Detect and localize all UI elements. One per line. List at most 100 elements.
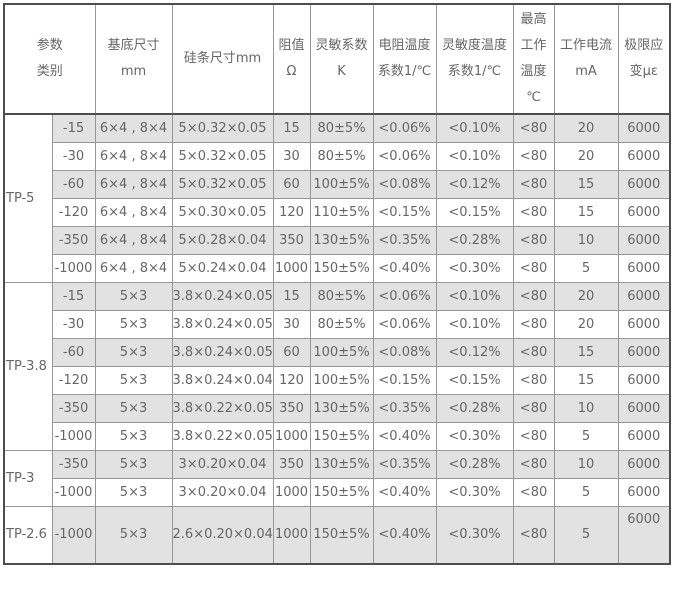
cell-k: 100±5% bbox=[309, 169, 374, 199]
cell-stc: <0.28% bbox=[435, 449, 514, 479]
table-row: -60 5×3 3.8×0.24×0.05 60 100±5% <0.08% <0.12% <… bbox=[4, 337, 671, 367]
cell-stc: <0.12% bbox=[435, 337, 514, 367]
col-header-rtc-line: 系数1/℃ bbox=[377, 64, 432, 79]
table-row: -120 6×4 , 8×4 5×0.30×0.05 120 110±5% <0.15% <… bbox=[4, 197, 671, 227]
cell-strip: 5×0.32×0.05 bbox=[171, 169, 274, 199]
cell-strip: 3.8×0.22×0.05 bbox=[171, 393, 274, 423]
cell-ma: 20 bbox=[553, 113, 619, 143]
cell-stc: <0.12% bbox=[435, 169, 514, 199]
cell-rtc: <0.08% bbox=[372, 337, 437, 367]
cell-base: 6×4 , 8×4 bbox=[94, 113, 173, 143]
cell-strain: 6000 bbox=[617, 225, 671, 255]
cell-strain: 6000 bbox=[617, 309, 671, 339]
cell-rtc: <0.15% bbox=[372, 197, 437, 227]
col-header-temp-line: ℃ bbox=[526, 90, 541, 105]
cell-temp: <80 bbox=[512, 365, 555, 395]
cell-temp: <80 bbox=[512, 197, 555, 227]
col-header-group-line: 参数 bbox=[36, 38, 63, 53]
col-header-temp: 最高 工作 温度 ℃ bbox=[512, 3, 555, 115]
cell-temp: <80 bbox=[512, 449, 555, 479]
cell-ohm: 1000 bbox=[272, 421, 311, 451]
cell-stc: <0.30% bbox=[435, 421, 514, 451]
cell-base: 5×3 bbox=[94, 337, 173, 367]
cell-strain: 6000 bbox=[617, 477, 671, 507]
cell-type: -1000 bbox=[51, 421, 96, 451]
cell-stc: <0.30% bbox=[435, 477, 514, 507]
cell-k: 130±5% bbox=[309, 449, 374, 479]
cell-k: 130±5% bbox=[309, 225, 374, 255]
cell-strip: 3.8×0.24×0.05 bbox=[171, 281, 274, 311]
cell-strain: 6000 bbox=[617, 197, 671, 227]
cell-temp: <80 bbox=[512, 281, 555, 311]
cell-base: 6×4 , 8×4 bbox=[94, 197, 173, 227]
cell-type: -15 bbox=[51, 113, 96, 143]
cell-type: -350 bbox=[51, 225, 96, 255]
cell-strip: 3.8×0.22×0.05 bbox=[171, 421, 274, 451]
cell-base: 5×3 bbox=[94, 449, 173, 479]
cell-ma: 15 bbox=[553, 337, 619, 367]
col-header-strain-line: 变με bbox=[629, 64, 658, 79]
cell-rtc: <0.40% bbox=[372, 253, 437, 283]
col-header-stc-line: 灵敏度温度 bbox=[442, 38, 508, 53]
cell-ohm: 60 bbox=[272, 169, 311, 199]
cell-strain: 6000 bbox=[617, 421, 671, 451]
col-header-strain: 极限应 变με bbox=[617, 3, 671, 115]
col-header-strip-line: 硅条尺寸mm bbox=[183, 51, 262, 66]
cell-strip: 5×0.30×0.05 bbox=[171, 197, 274, 227]
cell-strip: 5×0.32×0.05 bbox=[171, 141, 274, 171]
cell-ma: 5 bbox=[553, 253, 619, 283]
cell-strain: 6000 bbox=[617, 449, 671, 479]
cell-ohm: 30 bbox=[272, 141, 311, 171]
col-header-k-line: 灵敏系数 bbox=[315, 38, 368, 53]
cell-rtc: <0.40% bbox=[372, 477, 437, 507]
cell-rtc: <0.35% bbox=[372, 225, 437, 255]
cell-type: -350 bbox=[51, 393, 96, 423]
cell-temp: <80 bbox=[512, 169, 555, 199]
col-header-base-line: 基底尺寸 bbox=[107, 38, 160, 53]
cell-type: -60 bbox=[51, 337, 96, 367]
cell-ohm: 350 bbox=[272, 225, 311, 255]
cell-ohm: 1000 bbox=[272, 477, 311, 507]
col-header-group: 参数 类别 bbox=[3, 3, 96, 115]
col-header-stc-line: 系数1/℃ bbox=[447, 64, 502, 79]
cell-k: 80±5% bbox=[309, 281, 374, 311]
cell-ohm: 15 bbox=[272, 281, 311, 311]
cell-stc: <0.15% bbox=[435, 197, 514, 227]
cell-strain: 6000 bbox=[617, 337, 671, 367]
cell-ohm: 15 bbox=[272, 113, 311, 143]
cell-strain: 6000 bbox=[617, 365, 671, 395]
cell-stc: <0.10% bbox=[435, 113, 514, 143]
cell-strain: 6000 bbox=[617, 281, 671, 311]
table-row: TP-5 -15 6×4 , 8×4 5×0.32×0.05 15 80±5% <0.06%… bbox=[3, 113, 671, 283]
col-header-k: 灵敏系数 K bbox=[309, 3, 374, 115]
cell-rtc: <0.06% bbox=[372, 113, 437, 143]
cell-stc: <0.10% bbox=[435, 309, 514, 339]
cell-temp: <80 bbox=[512, 253, 555, 283]
col-header-strip: 硅条尺寸mm bbox=[171, 3, 274, 115]
cell-strip: 3.8×0.24×0.05 bbox=[171, 309, 274, 339]
col-header-ohm: 阻值 Ω bbox=[272, 3, 311, 115]
cell-type: -1000 bbox=[51, 505, 96, 565]
cell-strain: 6000 bbox=[617, 253, 671, 283]
cell-ma: 20 bbox=[553, 141, 619, 171]
cell-k: 80±5% bbox=[309, 141, 374, 171]
cell-strain: 6000 bbox=[617, 169, 671, 199]
cell-k: 110±5% bbox=[309, 197, 374, 227]
group-label: TP-2.6 bbox=[3, 505, 53, 565]
col-header-rtc-line: 电阻温度 bbox=[378, 38, 431, 53]
col-header-rtc: 电阻温度系数1/℃ bbox=[372, 3, 437, 115]
cell-base: 6×4 , 8×4 bbox=[94, 225, 173, 255]
cell-strain: 6000 bbox=[617, 393, 671, 423]
cell-rtc: <0.08% bbox=[372, 169, 437, 199]
cell-ohm: 350 bbox=[272, 449, 311, 479]
cell-rtc: <0.06% bbox=[372, 281, 437, 311]
table-row: -1000 6×4 , 8×4 5×0.24×0.04 1000 150±5% <0.40… bbox=[4, 253, 671, 283]
cell-base: 6×4 , 8×4 bbox=[94, 169, 173, 199]
col-header-temp-line: 工作 bbox=[520, 38, 547, 53]
cell-temp: <80 bbox=[512, 505, 555, 565]
cell-temp: <80 bbox=[512, 421, 555, 451]
cell-rtc: <0.06% bbox=[372, 141, 437, 171]
cell-stc: <0.28% bbox=[435, 393, 514, 423]
cell-temp: <80 bbox=[512, 225, 555, 255]
col-header-temp-line: 温度 bbox=[520, 64, 547, 79]
